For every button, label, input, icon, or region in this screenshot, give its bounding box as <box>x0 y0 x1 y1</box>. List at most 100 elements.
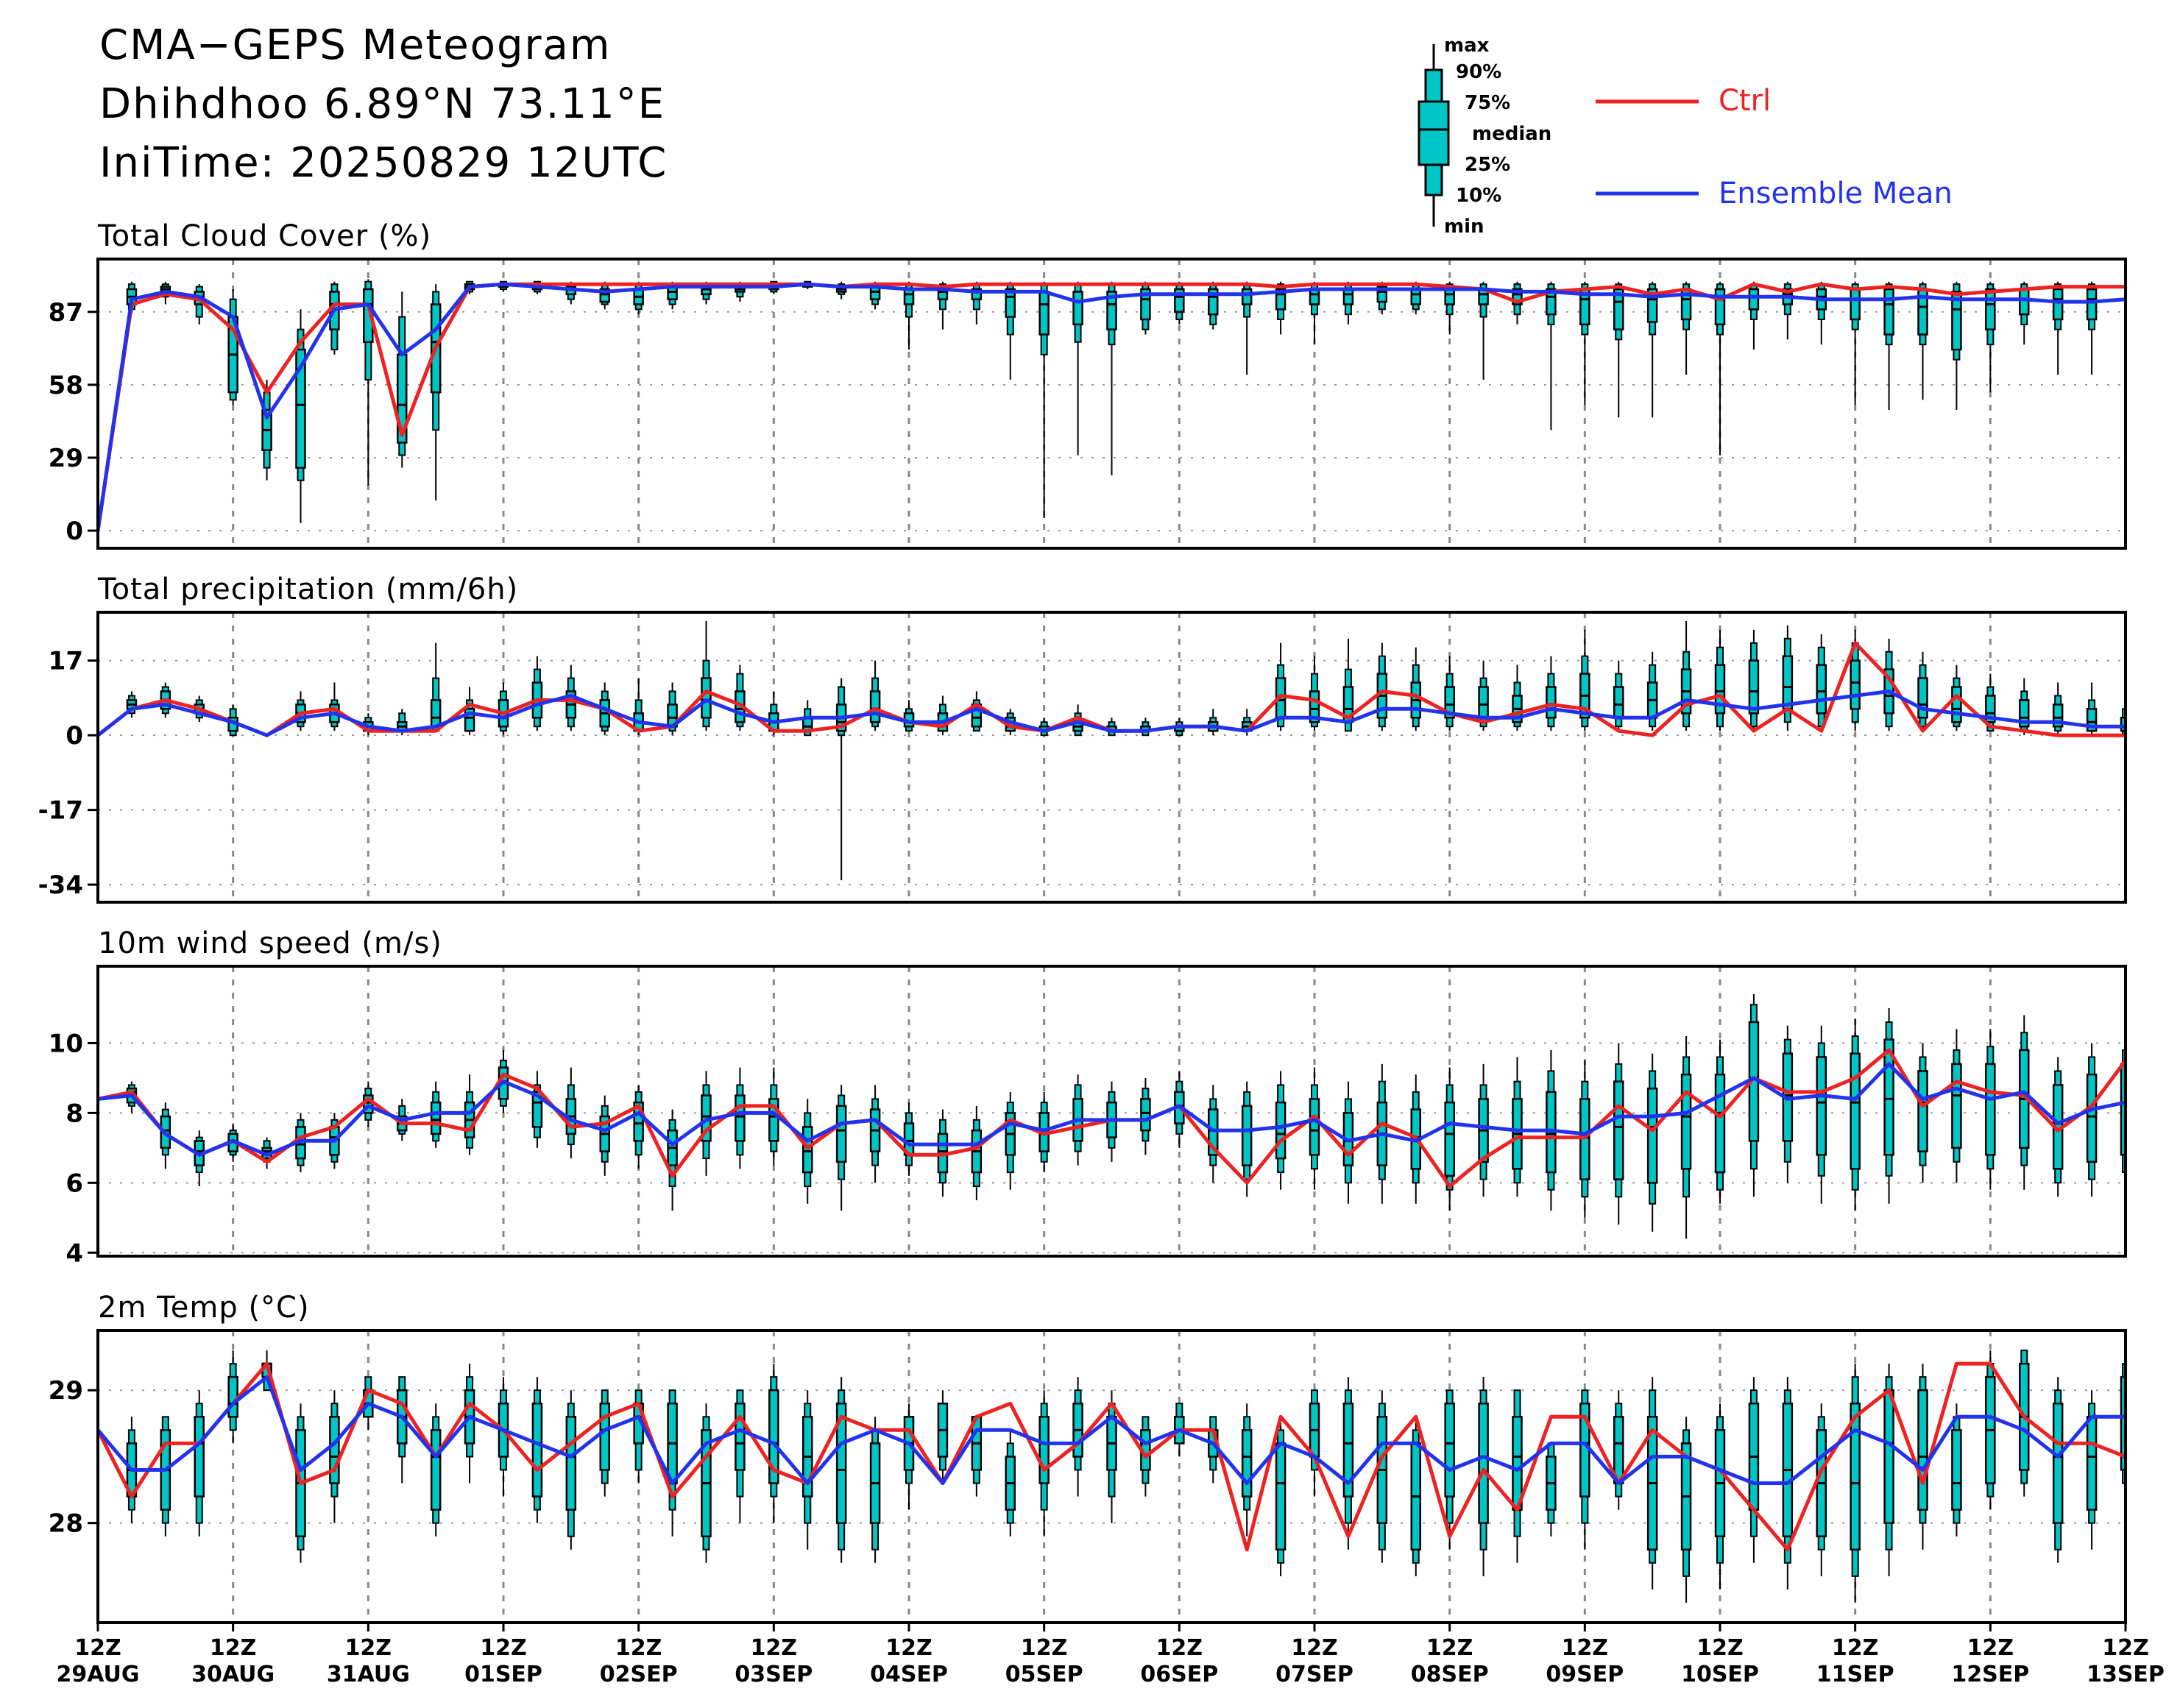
box-plot <box>2019 1015 2030 1190</box>
x-tick-date: 07SEP <box>1275 1662 1353 1687</box>
box-25-75 <box>599 1403 610 1471</box>
x-tick-date: 06SEP <box>1140 1662 1218 1687</box>
box-25-75 <box>1241 1105 1253 1166</box>
box-25-75 <box>1917 1389 1928 1511</box>
y-tick-label: 58 <box>49 371 83 400</box>
box-plot <box>1309 1067 1320 1190</box>
box-plot <box>1985 1350 1996 1510</box>
box-25-75 <box>1309 288 1320 305</box>
box-25-75 <box>1951 1429 1962 1511</box>
box-plot <box>1613 281 1624 418</box>
x-tick-hour: 12Z <box>1156 1635 1203 1661</box>
box-plot <box>1613 1043 1624 1225</box>
box-plot <box>2086 281 2098 375</box>
legend-box-label: 90% <box>1456 61 1501 83</box>
box-plot <box>1342 638 1354 732</box>
box-plot <box>1376 642 1388 731</box>
x-tick-hour: 12Z <box>1696 1635 1744 1661</box>
x-tick-hour: 12Z <box>1291 1635 1338 1661</box>
x-tick-hour: 12Z <box>1562 1635 1609 1661</box>
box-plot <box>1106 281 1117 475</box>
box-plot <box>937 1390 949 1484</box>
box-plot <box>329 1390 340 1523</box>
box-25-75 <box>227 1375 238 1418</box>
y-tick-label: -34 <box>38 871 83 900</box>
box-25-75 <box>1140 288 1151 321</box>
box-plot <box>261 380 272 481</box>
box-25-75 <box>1883 288 1894 336</box>
box-25-75 <box>1714 664 1726 715</box>
panel-frame <box>96 1329 2127 1624</box>
box-25-75 <box>1342 288 1354 305</box>
box-plot <box>1275 1417 1287 1576</box>
box-25-75 <box>531 1091 543 1128</box>
box-plot <box>1985 673 1996 732</box>
box-plot <box>1309 1389 1320 1497</box>
box-plot <box>701 1403 712 1563</box>
box-25-75 <box>1917 677 1928 719</box>
box-plot <box>1714 629 1726 731</box>
y-tick-label: 0 <box>66 721 83 751</box>
x-tick-hour: 12Z <box>751 1635 798 1661</box>
box-25-75 <box>1241 288 1253 305</box>
box-plot <box>1850 1364 1861 1603</box>
box-25-75 <box>2120 1063 2126 1156</box>
box-plot <box>835 1377 847 1563</box>
box-plot <box>1376 1390 1388 1563</box>
box-25-75 <box>1410 288 1421 305</box>
box-plot <box>903 1403 915 1510</box>
y-tick-label: 87 <box>49 298 83 327</box>
box-plot <box>1275 1071 1287 1190</box>
x-tick-date: 29AUG <box>56 1662 139 1687</box>
box-25-75 <box>735 1094 746 1142</box>
box-25-75 <box>1241 1429 1253 1498</box>
x-tick-date: 12SEP <box>1951 1662 2029 1687</box>
box-plot <box>1646 1377 1658 1590</box>
box-25-75 <box>701 677 712 719</box>
box-plot <box>1410 281 1421 315</box>
box-plot <box>1140 281 1151 335</box>
x-tick-hour: 12Z <box>1967 1635 2014 1661</box>
x-tick-date: 04SEP <box>870 1662 948 1687</box>
x-axis: 12Z29AUG12Z30AUG12Z31AUG12Z01SEP12Z02SEP… <box>56 1623 2165 1687</box>
box-25-75 <box>869 690 881 723</box>
box-25-75 <box>1680 1073 1692 1170</box>
box-plot <box>2086 1043 2098 1197</box>
box-25-75 <box>1850 1052 1861 1170</box>
box-plot <box>1850 281 1861 405</box>
ctrl-line <box>98 282 2126 531</box>
box-plot <box>1106 1390 1117 1523</box>
legend-box-label: median <box>1472 123 1551 145</box>
box-plot <box>1546 1442 1557 1537</box>
panel-2: Total precipitation (mm/6h) -34 -17 0 17 <box>38 573 2127 904</box>
box-25-75 <box>1985 695 1996 723</box>
box-plot <box>1748 629 1760 731</box>
box-plot <box>1208 281 1219 330</box>
x-tick-date: 10SEP <box>1681 1662 1759 1687</box>
box-plot <box>397 291 408 468</box>
box-plot <box>903 281 915 350</box>
box-plot <box>1782 625 1794 731</box>
box-plot <box>1546 281 1557 430</box>
box-25-75 <box>2052 1403 2064 1524</box>
ensemble-mean-line <box>98 690 2126 737</box>
ensemble-mean-line <box>98 282 2126 531</box>
box-plot <box>1883 1007 1894 1204</box>
box-plot <box>1005 1430 1016 1537</box>
box-25-75 <box>2052 288 2064 321</box>
box-25-75 <box>2120 717 2126 732</box>
x-tick-hour: 12Z <box>615 1635 662 1661</box>
panel-plot-area <box>98 279 2126 531</box>
box-plot <box>903 1102 915 1176</box>
box-25-75 <box>1546 686 1557 719</box>
y-tick-label: 6 <box>66 1169 83 1198</box>
box-25-75 <box>329 1416 340 1484</box>
box-plot <box>1816 1025 1827 1204</box>
box-25-75 <box>1546 288 1557 316</box>
box-25-75 <box>1850 1403 1861 1551</box>
box-plot <box>2052 281 2064 375</box>
box-plot <box>1748 1377 1760 1563</box>
x-tick-hour: 12Z <box>480 1635 527 1661</box>
panel-3: 10m wind speed (m/s) 4 6 8 10 <box>49 926 2127 1268</box>
box-25-75 <box>1782 655 1794 710</box>
